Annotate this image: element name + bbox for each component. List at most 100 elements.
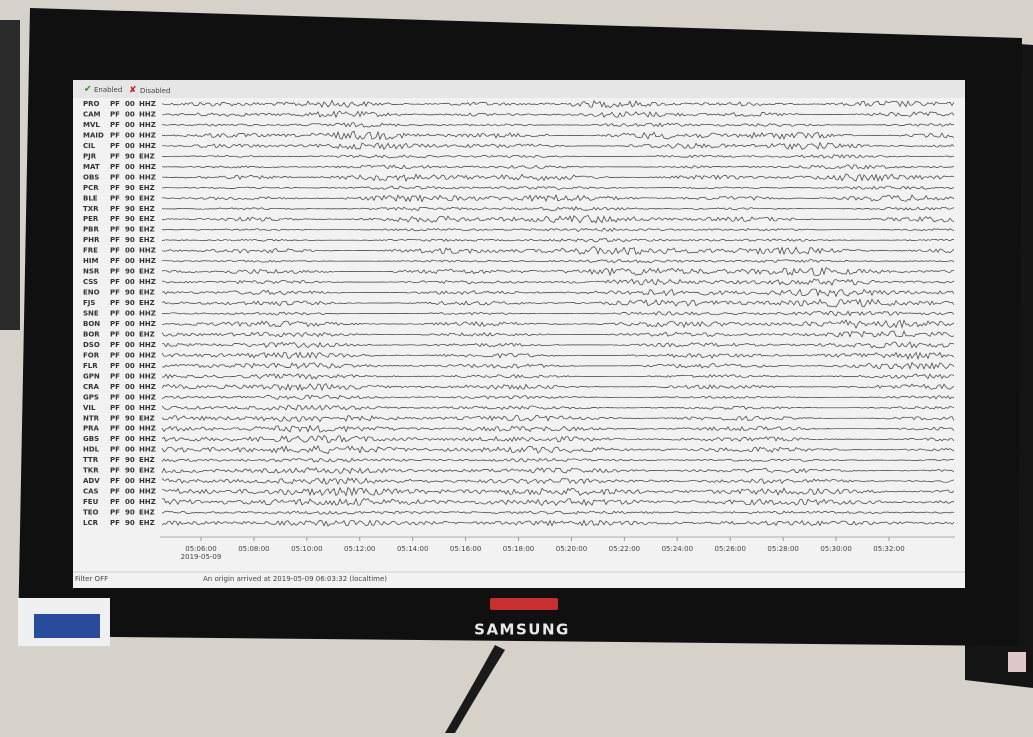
channel-code: HHZ <box>139 163 156 171</box>
location-code: 00 <box>125 247 135 255</box>
waveform <box>161 141 955 150</box>
check-icon: ✔ <box>84 85 92 95</box>
disabled-button[interactable]: Disabled <box>140 87 170 95</box>
station-name: PHR <box>83 236 100 244</box>
location-code: 90 <box>125 509 135 517</box>
network-code: PF <box>110 477 120 485</box>
channel-code: HHZ <box>139 362 156 370</box>
time-label: 05:06:00 <box>185 545 216 553</box>
location-code: 00 <box>125 121 135 129</box>
left-object <box>0 20 20 330</box>
network-code: PF <box>110 142 120 150</box>
channel-code: EHZ <box>139 467 155 475</box>
network-code: PF <box>110 194 120 202</box>
waveform <box>161 238 955 243</box>
location-code: 00 <box>125 163 135 171</box>
toolbar <box>73 80 965 98</box>
network-code: PF <box>110 163 120 171</box>
location-code: 00 <box>125 257 135 265</box>
waveform <box>161 122 955 128</box>
network-code: PF <box>110 383 120 391</box>
channel-code: HHZ <box>139 425 156 433</box>
waveform <box>161 351 955 361</box>
channel-code: HHZ <box>139 477 156 485</box>
channel-code: EHZ <box>139 414 155 422</box>
location-code: 00 <box>125 435 135 443</box>
channel-code: EHZ <box>139 236 155 244</box>
station-name: CRA <box>83 383 100 391</box>
channel-code: EHZ <box>139 194 155 202</box>
channel-code: HHZ <box>139 310 156 318</box>
network-code: PF <box>110 268 120 276</box>
station-name: CAM <box>83 110 101 118</box>
station-name: PJR <box>83 152 97 160</box>
station-name: MAT <box>83 163 100 171</box>
time-label: 05:08:00 <box>238 545 269 553</box>
network-code: PF <box>110 456 120 464</box>
location-code: 00 <box>125 142 135 150</box>
network-code: PF <box>110 372 120 380</box>
time-label: 05:28:00 <box>767 545 798 553</box>
channel-code: EHZ <box>139 226 155 234</box>
waveform <box>161 173 955 182</box>
time-label: 05:20:00 <box>556 545 587 553</box>
waveform <box>161 194 955 203</box>
channel-code: HHZ <box>139 498 156 506</box>
waveform <box>161 497 955 507</box>
station-name: PER <box>83 215 99 223</box>
location-code: 00 <box>125 173 135 181</box>
network-code: PF <box>110 278 120 286</box>
channel-code: HHZ <box>139 435 156 443</box>
waveform <box>161 215 955 224</box>
time-label: 05:14:00 <box>397 545 428 553</box>
station-name: ADV <box>83 477 100 485</box>
location-code: 00 <box>125 488 135 496</box>
waveform <box>161 130 955 141</box>
power-led <box>490 598 558 610</box>
enabled-button[interactable]: Enabled <box>94 86 122 94</box>
network-code: PF <box>110 330 120 338</box>
channel-code: HHZ <box>139 247 156 255</box>
network-code: PF <box>110 467 120 475</box>
time-label: 05:24:00 <box>662 545 693 553</box>
location-code: 90 <box>125 226 135 234</box>
channel-code: EHZ <box>139 456 155 464</box>
station-name: SNE <box>83 310 99 318</box>
station-name: FOR <box>83 351 100 359</box>
waveform <box>161 278 955 286</box>
waveform <box>161 298 955 308</box>
location-code: 90 <box>125 194 135 202</box>
channel-code: HHZ <box>139 121 156 129</box>
waveform <box>161 394 955 400</box>
channel-code: EHZ <box>139 205 155 213</box>
channel-code: HHZ <box>139 372 156 380</box>
time-label: 05:32:00 <box>873 545 904 553</box>
station-name: FEU <box>83 498 99 506</box>
channel-code: EHZ <box>139 330 155 338</box>
time-label: 05:22:00 <box>609 545 640 553</box>
channel-code: HHZ <box>139 404 156 412</box>
station-name: NSR <box>83 268 100 276</box>
time-label: 05:10:00 <box>291 545 322 553</box>
channel-code: EHZ <box>139 289 155 297</box>
station-name: GPN <box>83 372 100 380</box>
sticker-logo <box>34 614 100 638</box>
location-code: 90 <box>125 289 135 297</box>
side-screen <box>1008 652 1026 672</box>
network-code: PF <box>110 351 120 359</box>
network-code: PF <box>110 488 120 496</box>
waveform <box>161 154 955 159</box>
status-message: An origin arrived at 2019-05-09 06:03:32… <box>203 575 387 583</box>
station-name: TEO <box>83 509 99 517</box>
location-code: 00 <box>125 341 135 349</box>
time-label: 05:12:00 <box>344 545 375 553</box>
waveform <box>161 227 955 233</box>
time-label: 05:16:00 <box>450 545 481 553</box>
station-name: DSO <box>83 341 100 349</box>
waveform <box>161 444 955 455</box>
station-name: NTR <box>83 414 100 422</box>
waveform <box>161 373 955 380</box>
location-code: 00 <box>125 383 135 391</box>
waveform <box>161 415 955 423</box>
station-name: OBS <box>83 173 99 181</box>
